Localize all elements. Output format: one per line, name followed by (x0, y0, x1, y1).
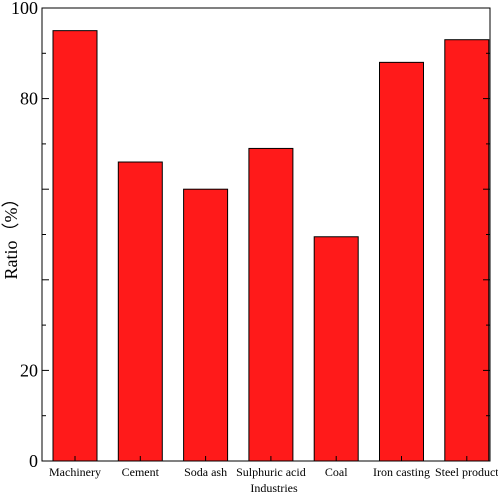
bar-machinery (52, 30, 98, 462)
y-tick-label: 100 (11, 0, 38, 18)
x-tick-label: Machinery (49, 465, 101, 479)
y-axis-title: Ratio（%） (1, 190, 21, 280)
bar-sulphuric-acid (248, 147, 294, 462)
bar-iron-casting (379, 61, 424, 462)
x-tick-label: Soda ash (184, 465, 227, 479)
y-ticks-group: 0 20 80 100 (11, 0, 490, 471)
y-tick-label: 20 (20, 360, 38, 380)
x-tick-label: Sulphuric acid (236, 465, 306, 479)
bars-group (52, 30, 490, 462)
x-axis-title: Industries (250, 481, 298, 495)
bar-coal (313, 236, 359, 462)
x-tick-label: Steel product (435, 465, 498, 479)
x-tick-label: Coal (325, 465, 348, 479)
bar-steel-product (444, 39, 490, 462)
bar-cement (117, 161, 163, 462)
x-labels-group: Machinery Cement Soda ash Sulphuric acid Coa… (49, 456, 498, 479)
x-tick-label: Cement (122, 465, 160, 479)
x-tick-label: Iron casting (373, 465, 430, 479)
y-tick-label: 80 (20, 89, 38, 109)
y-tick-label: 0 (29, 451, 38, 471)
bar-soda-ash (183, 188, 229, 462)
